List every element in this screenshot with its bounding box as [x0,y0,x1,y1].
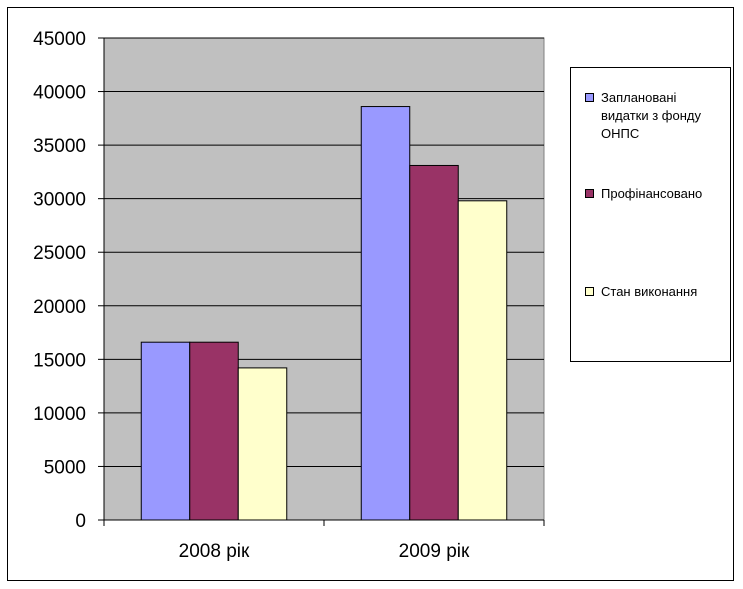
legend-label-execution: Стан виконання [601,284,698,299]
legend-label-financed: Профінансовано [601,186,703,201]
y-tick-label: 45000 [33,29,86,50]
bar-execution-1 [457,200,508,521]
x-category-label: 2008 рік [179,541,250,562]
bar-financed-0 [189,341,239,521]
legend-swatch-execution [585,287,594,296]
bar-planned-0 [140,341,191,521]
y-tick-label: 15000 [33,350,86,371]
axis-labels: 0 5000 10000 15000 20000 25000 30000 35000 40000… [33,29,470,562]
y-tick-label: 30000 [33,190,86,211]
x-category-label: 2009 рік [399,541,470,562]
bar-execution-0 [237,367,288,521]
legend: Заплановані видатки з фонду ОНПС Профіна… [570,67,731,362]
y-tick-label: 25000 [33,243,86,264]
y-tick-label: 40000 [33,83,86,104]
y-tick-label: 5000 [44,457,86,478]
bar-financed-1 [409,164,459,521]
bar-planned-1 [360,106,411,521]
legend-item-planned: Заплановані видатки з фонду ОНПС [585,89,725,143]
legend-item-financed: Профінансовано [585,185,725,203]
axes [98,37,545,526]
legend-swatch-planned [585,93,594,102]
y-tick-label: 0 [75,511,86,532]
bars [140,106,508,521]
y-tick-label: 10000 [33,404,86,425]
legend-swatch-financed [585,189,594,198]
y-tick-label: 35000 [33,136,86,157]
y-tick-label: 20000 [33,297,86,318]
legend-label-planned: Заплановані видатки з фонду ОНПС [601,90,701,141]
legend-item-execution: Стан виконання [585,283,725,301]
